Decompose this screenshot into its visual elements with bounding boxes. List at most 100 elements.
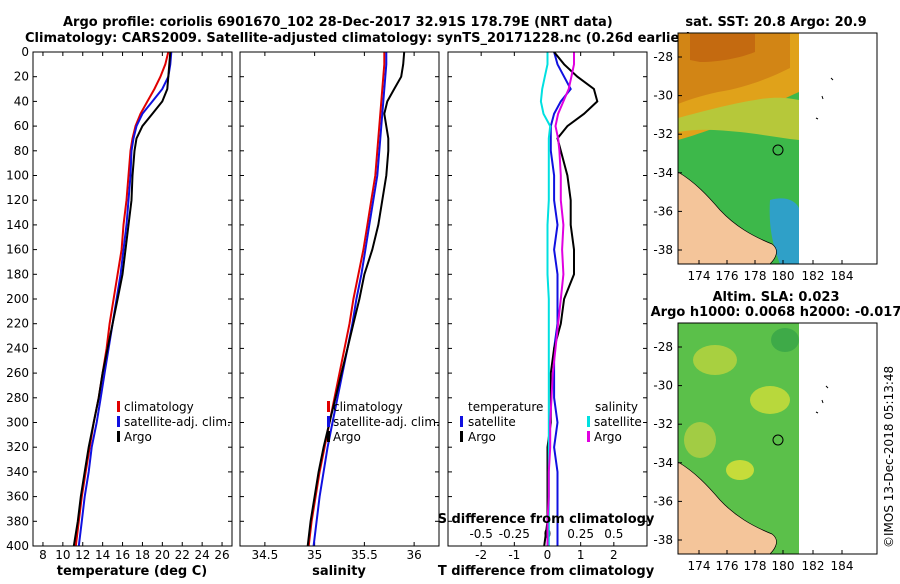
series-line-climatology — [307, 52, 386, 546]
salinity-legend: climatology satellite-adj. clim. Argo — [327, 400, 440, 444]
series-line-satellite-adj-clim- — [77, 52, 173, 546]
lat-tick-label: -34 — [653, 456, 673, 470]
sst-new-zealand-land — [677, 171, 777, 265]
x-tick-label: 24 — [195, 548, 210, 562]
sla-map: Altim. SLA: 0.023 Argo h1000: 0.0068 h20… — [651, 290, 900, 573]
depth-tick-label: 320 — [6, 440, 29, 454]
lon-tick-label: 174 — [688, 269, 711, 283]
salinity-x-axis: 34.5 35 35.5 36 — [252, 52, 422, 562]
legend-satellite-swatch — [117, 416, 120, 427]
series-line-temperature-satellite — [549, 52, 572, 546]
lat-tick-label: -36 — [653, 494, 673, 508]
sst-map: sat. SST: 20.8 Argo: 20.9 174 176 178 180 18… — [653, 15, 878, 283]
legend-s-satellite-label: satellite — [594, 415, 642, 429]
x-tick-label: 2 — [610, 548, 618, 562]
legend-climatology-swatch — [117, 401, 120, 412]
sst-map-frame — [677, 32, 878, 265]
legend-climatology-swatch — [327, 401, 330, 412]
difference-legend-salinity: salinity satellite Argo — [587, 400, 642, 444]
legend-t-argo-label: Argo — [468, 430, 496, 444]
x-tick-label: 35.5 — [351, 548, 378, 562]
depth-tick-label: 360 — [6, 490, 29, 504]
salinity-xlabel: salinity — [312, 564, 366, 579]
x-tick-label: 35 — [307, 548, 322, 562]
legend-argo-swatch — [117, 431, 120, 442]
depth-tick-label: 100 — [6, 169, 29, 183]
lon-tick-label: 180 — [772, 269, 795, 283]
sst-islands — [815, 77, 834, 120]
legend-argo-label: Argo — [333, 430, 361, 444]
lat-tick-label: -38 — [653, 533, 673, 547]
x-tick-label: 36 — [406, 548, 421, 562]
x-tick-label: 20 — [155, 548, 170, 562]
legend-t-satellite-swatch — [460, 416, 463, 427]
t-difference-x-axis: -2 -1 0 1 2 — [475, 52, 618, 562]
depth-tick-label: 80 — [14, 144, 29, 158]
sst-cool-patch — [769, 198, 799, 264]
sst-map-title: sat. SST: 20.8 Argo: 20.9 — [685, 15, 866, 30]
difference-legend-temperature: temperature satellite Argo — [460, 400, 543, 444]
depth-tick-label: 400 — [6, 539, 29, 553]
s-difference-tick-label: 0.5 — [604, 527, 623, 541]
lat-tick-label: -30 — [653, 379, 673, 393]
legend-temperature-heading: temperature — [468, 400, 543, 414]
x-tick-label: 1 — [577, 548, 585, 562]
sla-high-patch — [726, 460, 754, 480]
lat-tick-label: -34 — [653, 166, 673, 180]
sla-high-patch — [684, 422, 716, 458]
x-tick-label: 16 — [115, 548, 130, 562]
depth-tick-label: 0 — [21, 45, 29, 59]
sla-argo-location-marker — [772, 434, 784, 446]
x-tick-label: 0 — [544, 548, 552, 562]
x-tick-label: 8 — [39, 548, 47, 562]
s-difference-tick-label: -0.25 — [499, 527, 530, 541]
salinity-plot-frame — [239, 51, 440, 547]
s-difference-label: S difference from climatology — [438, 512, 655, 527]
lon-tick-label: 178 — [744, 559, 767, 573]
legend-satellite-label: satellite-adj. clim. — [333, 415, 440, 429]
salinity-series — [306, 52, 406, 546]
lon-tick-label: 182 — [802, 269, 825, 283]
legend-s-argo-swatch — [587, 431, 590, 442]
x-tick-label: 34.5 — [252, 548, 279, 562]
x-tick-label: 14 — [95, 548, 110, 562]
series-line-satellite-adj-clim- — [312, 52, 388, 546]
series-line-salinity-argo — [546, 52, 575, 546]
lat-tick-label: -32 — [653, 417, 673, 431]
depth-tick-label: 340 — [6, 465, 29, 479]
sla-high-patch — [693, 345, 737, 375]
legend-climatology-label: climatology — [333, 400, 403, 414]
depth-tick-label: 120 — [6, 193, 29, 207]
temperature-xlabel: temperature (deg C) — [57, 564, 207, 579]
difference-series — [539, 52, 599, 546]
lat-tick-label: -30 — [653, 89, 673, 103]
x-tick-label: 22 — [175, 548, 190, 562]
lat-tick-label: -36 — [653, 204, 673, 218]
legend-argo-label: Argo — [124, 430, 152, 444]
depth-tick-label: 260 — [6, 366, 29, 380]
s-difference-tick-label: 0.25 — [567, 527, 594, 541]
depth-tick-label: 300 — [6, 416, 29, 430]
x-tick-label: 12 — [75, 548, 90, 562]
s-difference-axis: -0.5 -0.25 0 0.25 0.5 — [469, 527, 623, 541]
sst-lat-axis: -28 -30 -32 -34 -36 -38 — [653, 50, 682, 257]
lon-tick-label: 180 — [772, 559, 795, 573]
lon-tick-label: 182 — [802, 559, 825, 573]
depth-tick-label: 240 — [6, 341, 29, 355]
lon-tick-label: 176 — [716, 559, 739, 573]
lon-tick-label: 174 — [688, 559, 711, 573]
temperature-x-axis: 8 10 12 14 16 18 20 22 24 26 — [39, 52, 230, 562]
sst-warmest-region — [690, 34, 755, 62]
x-tick-label: 10 — [55, 548, 70, 562]
depth-tick-label: 20 — [14, 70, 29, 84]
sla-lon-axis: 174 176 178 180 182 184 — [688, 550, 853, 573]
lat-tick-label: -28 — [653, 50, 673, 64]
imos-timestamp-watermark: ©IMOS 13-Dec-2018 05:13:48 — [882, 366, 896, 548]
depth-tick-label: 60 — [14, 119, 29, 133]
series-line-salinity-satellite — [539, 52, 552, 546]
sla-map-frame — [677, 322, 878, 555]
legend-t-argo-swatch — [460, 431, 463, 442]
x-tick-label: -1 — [508, 548, 520, 562]
series-line-temperature-argo — [543, 52, 599, 546]
sla-new-zealand-land — [677, 461, 777, 555]
